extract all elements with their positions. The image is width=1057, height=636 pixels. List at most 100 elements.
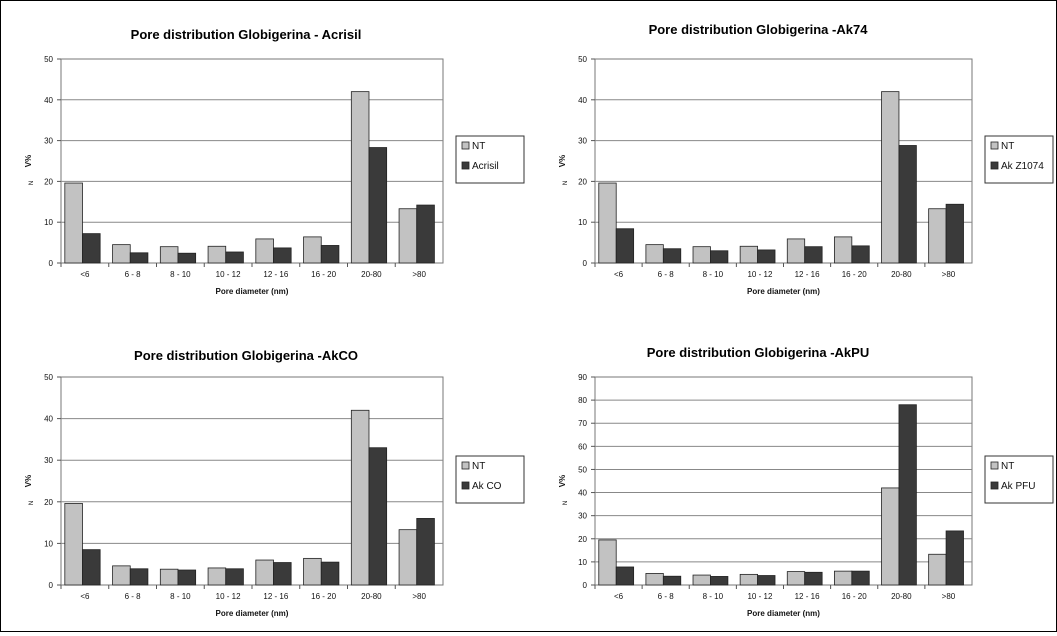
x-tick-label: 16 - 20 [842, 270, 867, 279]
bar-treated [945, 530, 964, 586]
bar-treated [851, 570, 870, 586]
x-tick-label: >80 [942, 270, 956, 279]
y-tick-label: 0 [49, 259, 54, 268]
y-tick-label: 80 [578, 396, 587, 405]
x-tick-label: 16 - 20 [311, 592, 336, 601]
x-tick-label: 20-80 [361, 592, 382, 601]
x-axis-label: Pore diameter (nm) [216, 609, 289, 618]
bar-nt [207, 567, 227, 586]
x-tick-label: 6 - 8 [125, 270, 142, 279]
bar-nt [598, 539, 617, 586]
bar-treated [898, 145, 917, 264]
bar-nt [786, 571, 806, 586]
y-tick-label: 40 [578, 96, 587, 105]
bar-treated [615, 228, 635, 264]
x-tick-label: 12 - 16 [795, 270, 820, 279]
legend-swatch [461, 141, 470, 150]
bar-treated [82, 233, 101, 264]
bar-treated [945, 203, 964, 264]
bar-nt [350, 409, 370, 586]
legend: NT Acrisil [455, 135, 525, 184]
bar-nt [255, 559, 274, 586]
bar-nt [159, 568, 179, 586]
bar-treated [615, 566, 635, 586]
x-tick-label: >80 [412, 592, 426, 601]
y-tick-label: 40 [44, 96, 53, 105]
legend-label: NT [1001, 461, 1014, 472]
legend-swatch [990, 141, 999, 150]
bar-nt [255, 238, 274, 264]
bar-nt [881, 487, 900, 586]
y-tick-label: 60 [578, 442, 587, 451]
x-tick-label: 10 - 12 [747, 270, 772, 279]
y-tick-label: 10 [44, 539, 53, 548]
y-tick-label: 30 [578, 512, 587, 521]
y-axis-label: V% [24, 475, 33, 487]
bar-nt [398, 208, 418, 264]
y-axis-label-subscript: N [29, 181, 35, 185]
x-tick-label: <6 [80, 592, 90, 601]
x-tick-label: 20-80 [891, 592, 912, 601]
x-tick-label: <6 [614, 270, 624, 279]
chart-title: Pore distribution Globigerina -AkCO [134, 348, 358, 363]
bar-nt [928, 553, 947, 586]
y-axis-label: V% [558, 475, 567, 487]
bar-treated [710, 576, 729, 586]
y-tick-label: 40 [44, 415, 53, 424]
x-tick-label: 20-80 [361, 270, 382, 279]
bar-treated [320, 561, 340, 586]
bar-nt [598, 182, 617, 264]
chart-title: Pore distribution Globigerina -AkPU [647, 345, 869, 360]
legend-box [455, 135, 525, 184]
legend-swatch [990, 461, 999, 470]
legend-swatch [461, 161, 470, 170]
legend-label: NT [472, 461, 485, 472]
legend-label: Ak CO [472, 481, 502, 492]
y-tick-label: 50 [44, 373, 53, 382]
bar-nt [645, 573, 664, 586]
y-tick-label: 50 [578, 465, 587, 474]
y-tick-label: 70 [578, 419, 587, 428]
bar-treated [129, 252, 149, 264]
legend-swatch [461, 481, 470, 490]
legend-swatch [990, 481, 999, 490]
y-axis-label: V% [24, 155, 33, 167]
y-tick-label: 10 [578, 558, 587, 567]
bar-treated [804, 246, 823, 264]
bar-nt [64, 182, 83, 264]
chart-title: Pore distribution Globigerina -Ak74 [649, 22, 869, 37]
bar-nt [833, 570, 853, 586]
bar-treated [662, 248, 682, 264]
legend: NT Ak CO [455, 455, 525, 504]
y-axis-label-subscript: N [563, 181, 569, 185]
bar-treated [225, 251, 244, 264]
x-tick-label: <6 [614, 592, 624, 601]
bar-treated [898, 404, 917, 586]
bar-nt [645, 244, 664, 264]
bar-nt [303, 236, 322, 264]
x-tick-label: 8 - 10 [703, 592, 724, 601]
bar-nt [398, 529, 418, 586]
bar-nt [112, 565, 131, 586]
y-tick-label: 50 [44, 55, 53, 64]
bar-nt [64, 503, 83, 586]
bar-treated [710, 250, 729, 264]
legend-label: Ak Z1074 [1001, 161, 1044, 172]
x-tick-label: 10 - 12 [216, 270, 241, 279]
bar-treated [129, 568, 149, 586]
y-tick-label: 20 [578, 177, 587, 186]
chart-1: Pore distribution Globigerina - Acrisil 0… [24, 27, 525, 296]
x-tick-label: <6 [80, 270, 90, 279]
bar-treated [368, 147, 388, 264]
x-tick-label: 8 - 10 [170, 592, 191, 601]
bar-nt [112, 244, 131, 264]
x-tick-label: 12 - 16 [263, 270, 288, 279]
chart-2: Pore distribution Globigerina -Ak74 0 10 20… [558, 22, 1054, 296]
bar-treated [662, 575, 682, 586]
bar-treated [804, 571, 823, 586]
bar-treated [225, 568, 244, 586]
chart-3: Pore distribution Globigerina -AkCO 0 10 20… [24, 348, 525, 618]
x-tick-label: 16 - 20 [311, 270, 336, 279]
